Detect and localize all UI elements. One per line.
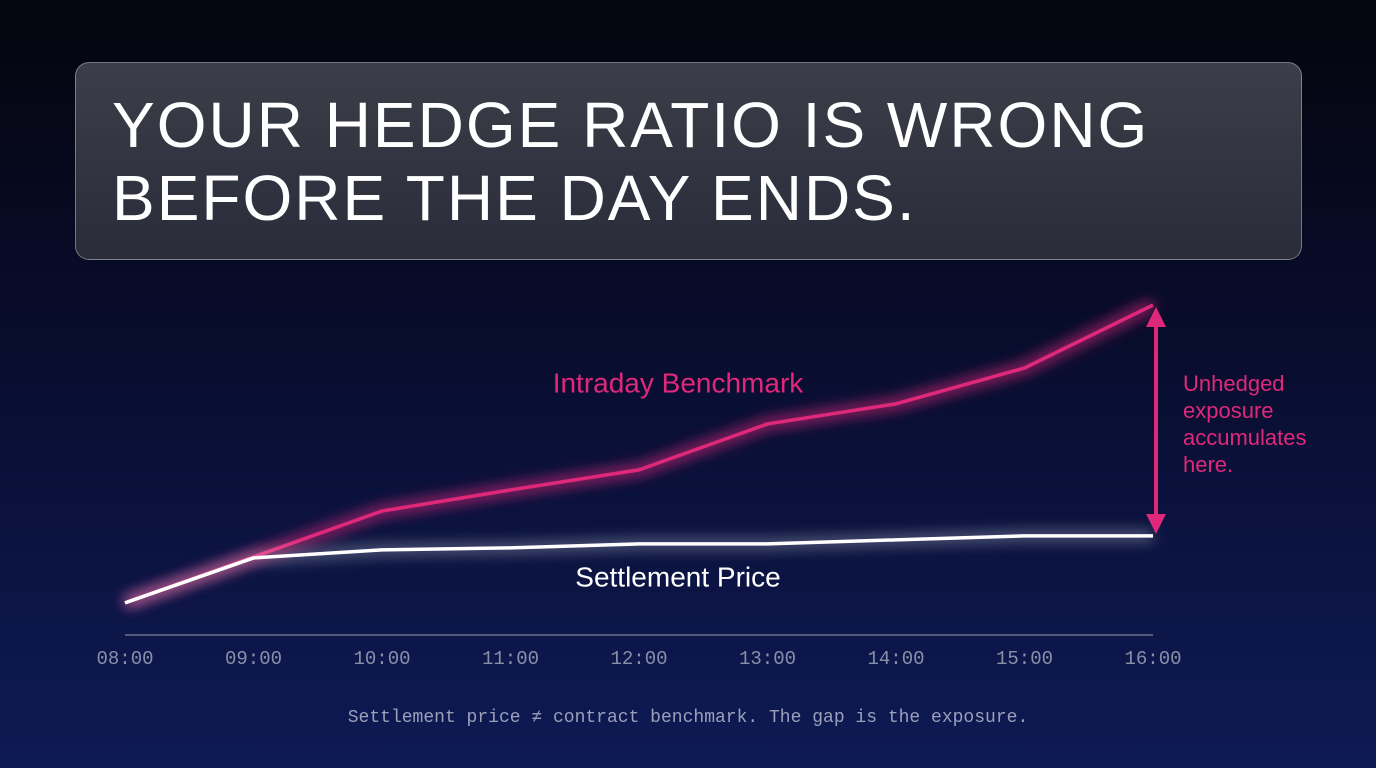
line xyxy=(124,303,1154,605)
x-tick-label: 15:00 xyxy=(996,648,1053,670)
x-tick-label: 10:00 xyxy=(353,648,410,670)
x-tick-label: 09:00 xyxy=(225,648,282,670)
annotation: Unhedged exposure accumulates here. xyxy=(1183,371,1307,477)
footnote: Settlement price ≠ contract benchmark. T… xyxy=(347,708,1029,728)
x-tick-label: 11:00 xyxy=(482,648,539,670)
x-tick-label: 16:00 xyxy=(1124,648,1181,670)
line xyxy=(124,534,1153,605)
chart-title: YOUR HEDGE RATIO IS WRONG BEFORE THE DAY… xyxy=(112,89,1150,234)
x-tick-label: 13:00 xyxy=(739,648,796,670)
x-tick-label: 12:00 xyxy=(610,648,667,670)
title-box: YOUR HEDGE RATIO IS WRONG BEFORE THE DAY… xyxy=(75,62,1302,260)
x-tick-label: 08:00 xyxy=(96,648,153,670)
series-label: Settlement Price xyxy=(575,561,780,592)
x-tick-label: 14:00 xyxy=(867,648,924,670)
series-label: Intraday Benchmark xyxy=(553,367,805,398)
